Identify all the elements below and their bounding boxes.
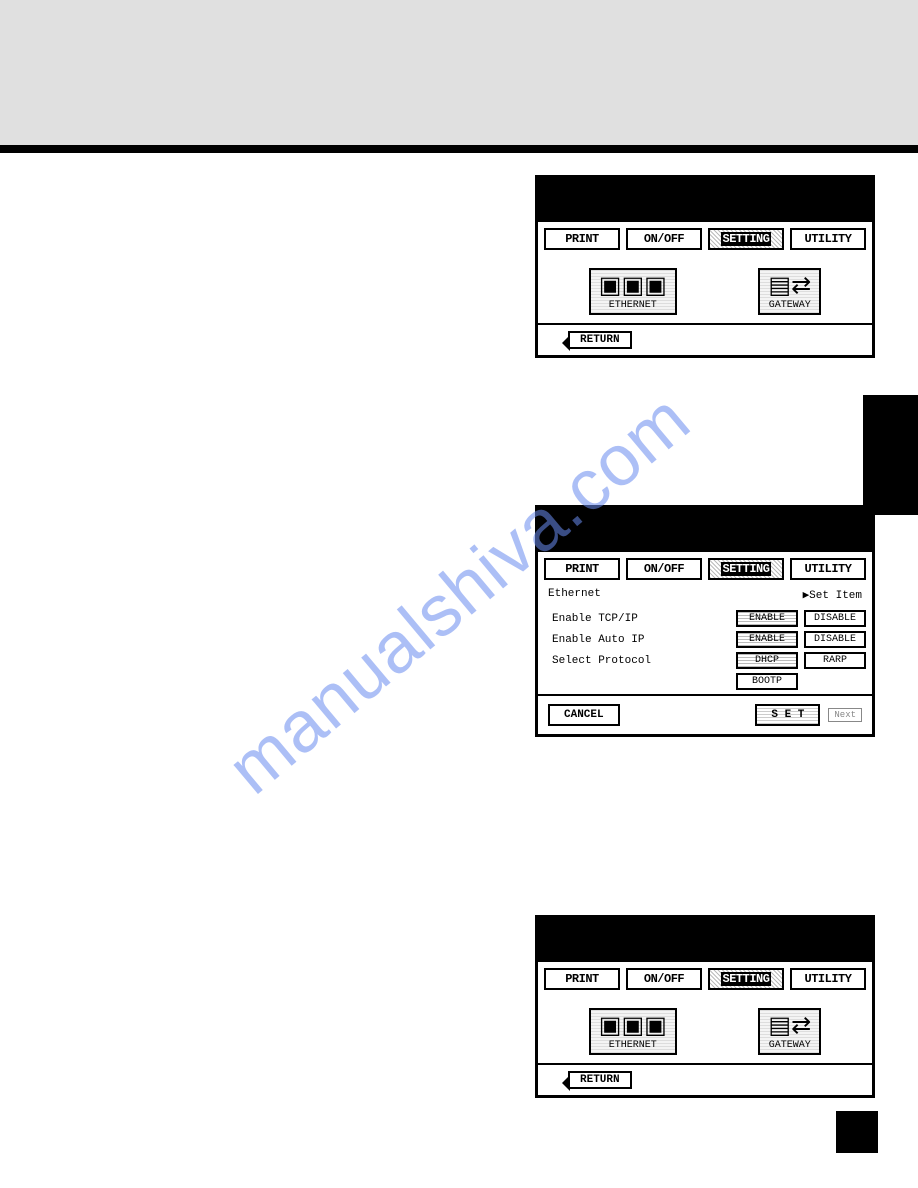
label-protocol: Select Protocol bbox=[544, 655, 730, 667]
return-button[interactable]: RETURN bbox=[568, 1071, 632, 1089]
lcd-screen-3: PRINT ON/OFF SETTING UTILITY ▣▣▣ ETHERNE… bbox=[535, 915, 875, 1098]
gateway-label: GATEWAY bbox=[768, 1040, 811, 1051]
gateway-icon-button[interactable]: ▤⇄ GATEWAY bbox=[758, 268, 821, 315]
tab-utility[interactable]: UTILITY bbox=[790, 228, 866, 250]
settings-title-right: ▶Set Item bbox=[803, 588, 862, 602]
btn-dhcp[interactable]: DHCP bbox=[736, 652, 798, 669]
header-divider bbox=[0, 145, 918, 153]
tab-setting[interactable]: SETTING bbox=[708, 558, 784, 580]
settings-title-left: Ethernet bbox=[548, 588, 601, 602]
ethernet-icon: ▣▣▣ bbox=[599, 274, 667, 298]
ethernet-icon: ▣▣▣ bbox=[599, 1014, 667, 1038]
lcd-footer: CANCEL S E T Next bbox=[538, 694, 872, 734]
icon-panel: ▣▣▣ ETHERNET ▤⇄ GATEWAY bbox=[538, 994, 872, 1063]
btn-tcp-disable[interactable]: DISABLE bbox=[804, 610, 866, 627]
tab-setting-label: SETTING bbox=[721, 972, 772, 986]
ethernet-label: ETHERNET bbox=[599, 300, 667, 311]
tab-onoff[interactable]: ON/OFF bbox=[626, 228, 702, 250]
btn-tcp-enable[interactable]: ENABLE bbox=[736, 610, 798, 627]
tab-row: PRINT ON/OFF SETTING UTILITY bbox=[538, 222, 872, 254]
gateway-label: GATEWAY bbox=[768, 300, 811, 311]
tab-setting-label: SETTING bbox=[721, 232, 772, 246]
lcd-title-bar bbox=[538, 508, 872, 552]
lcd-screen-1: PRINT ON/OFF SETTING UTILITY ▣▣▣ ETHERNE… bbox=[535, 175, 875, 358]
side-tab bbox=[863, 395, 918, 515]
ethernet-icon-button[interactable]: ▣▣▣ ETHERNET bbox=[589, 268, 677, 315]
return-button[interactable]: RETURN bbox=[568, 331, 632, 349]
lcd-footer: RETURN bbox=[538, 1063, 872, 1095]
btn-bootp[interactable]: BOOTP bbox=[736, 673, 798, 690]
lcd-screen-2: PRINT ON/OFF SETTING UTILITY Ethernet ▶S… bbox=[535, 505, 875, 737]
tab-print[interactable]: PRINT bbox=[544, 228, 620, 250]
label-autoip: Enable Auto IP bbox=[544, 634, 730, 646]
gateway-icon: ▤⇄ bbox=[768, 274, 811, 298]
tab-setting[interactable]: SETTING bbox=[708, 228, 784, 250]
tab-setting[interactable]: SETTING bbox=[708, 968, 784, 990]
btn-auto-disable[interactable]: DISABLE bbox=[804, 631, 866, 648]
tab-onoff[interactable]: ON/OFF bbox=[626, 968, 702, 990]
next-button[interactable]: Next bbox=[828, 708, 862, 722]
row-tcpip: Enable TCP/IP ENABLE DISABLE bbox=[544, 610, 866, 627]
label-tcpip: Enable TCP/IP bbox=[544, 613, 730, 625]
tab-row: PRINT ON/OFF SETTING UTILITY bbox=[538, 962, 872, 994]
row-protocol-2: BOOTP bbox=[544, 673, 866, 690]
tab-onoff[interactable]: ON/OFF bbox=[626, 558, 702, 580]
tab-utility[interactable]: UTILITY bbox=[790, 968, 866, 990]
page-number-box bbox=[836, 1111, 878, 1153]
lcd-title-bar bbox=[538, 918, 872, 962]
tab-setting-label: SETTING bbox=[721, 562, 772, 576]
row-protocol: Select Protocol DHCP RARP bbox=[544, 652, 866, 669]
tab-print[interactable]: PRINT bbox=[544, 968, 620, 990]
settings-body: Ethernet ▶Set Item Enable TCP/IP ENABLE … bbox=[538, 584, 872, 690]
row-autoip: Enable Auto IP ENABLE DISABLE bbox=[544, 631, 866, 648]
tab-print[interactable]: PRINT bbox=[544, 558, 620, 580]
lcd-footer: RETURN bbox=[538, 323, 872, 355]
icon-panel: ▣▣▣ ETHERNET ▤⇄ GATEWAY bbox=[538, 254, 872, 323]
settings-header: Ethernet ▶Set Item bbox=[544, 588, 866, 606]
btn-rarp[interactable]: RARP bbox=[804, 652, 866, 669]
header-band bbox=[0, 0, 918, 145]
ethernet-label: ETHERNET bbox=[599, 1040, 667, 1051]
btn-auto-enable[interactable]: ENABLE bbox=[736, 631, 798, 648]
set-button[interactable]: S E T bbox=[755, 704, 820, 726]
cancel-button[interactable]: CANCEL bbox=[548, 704, 620, 726]
tab-row: PRINT ON/OFF SETTING UTILITY bbox=[538, 552, 872, 584]
tab-utility[interactable]: UTILITY bbox=[790, 558, 866, 580]
gateway-icon-button[interactable]: ▤⇄ GATEWAY bbox=[758, 1008, 821, 1055]
gateway-icon: ▤⇄ bbox=[768, 1014, 811, 1038]
lcd-title-bar bbox=[538, 178, 872, 222]
ethernet-icon-button[interactable]: ▣▣▣ ETHERNET bbox=[589, 1008, 677, 1055]
